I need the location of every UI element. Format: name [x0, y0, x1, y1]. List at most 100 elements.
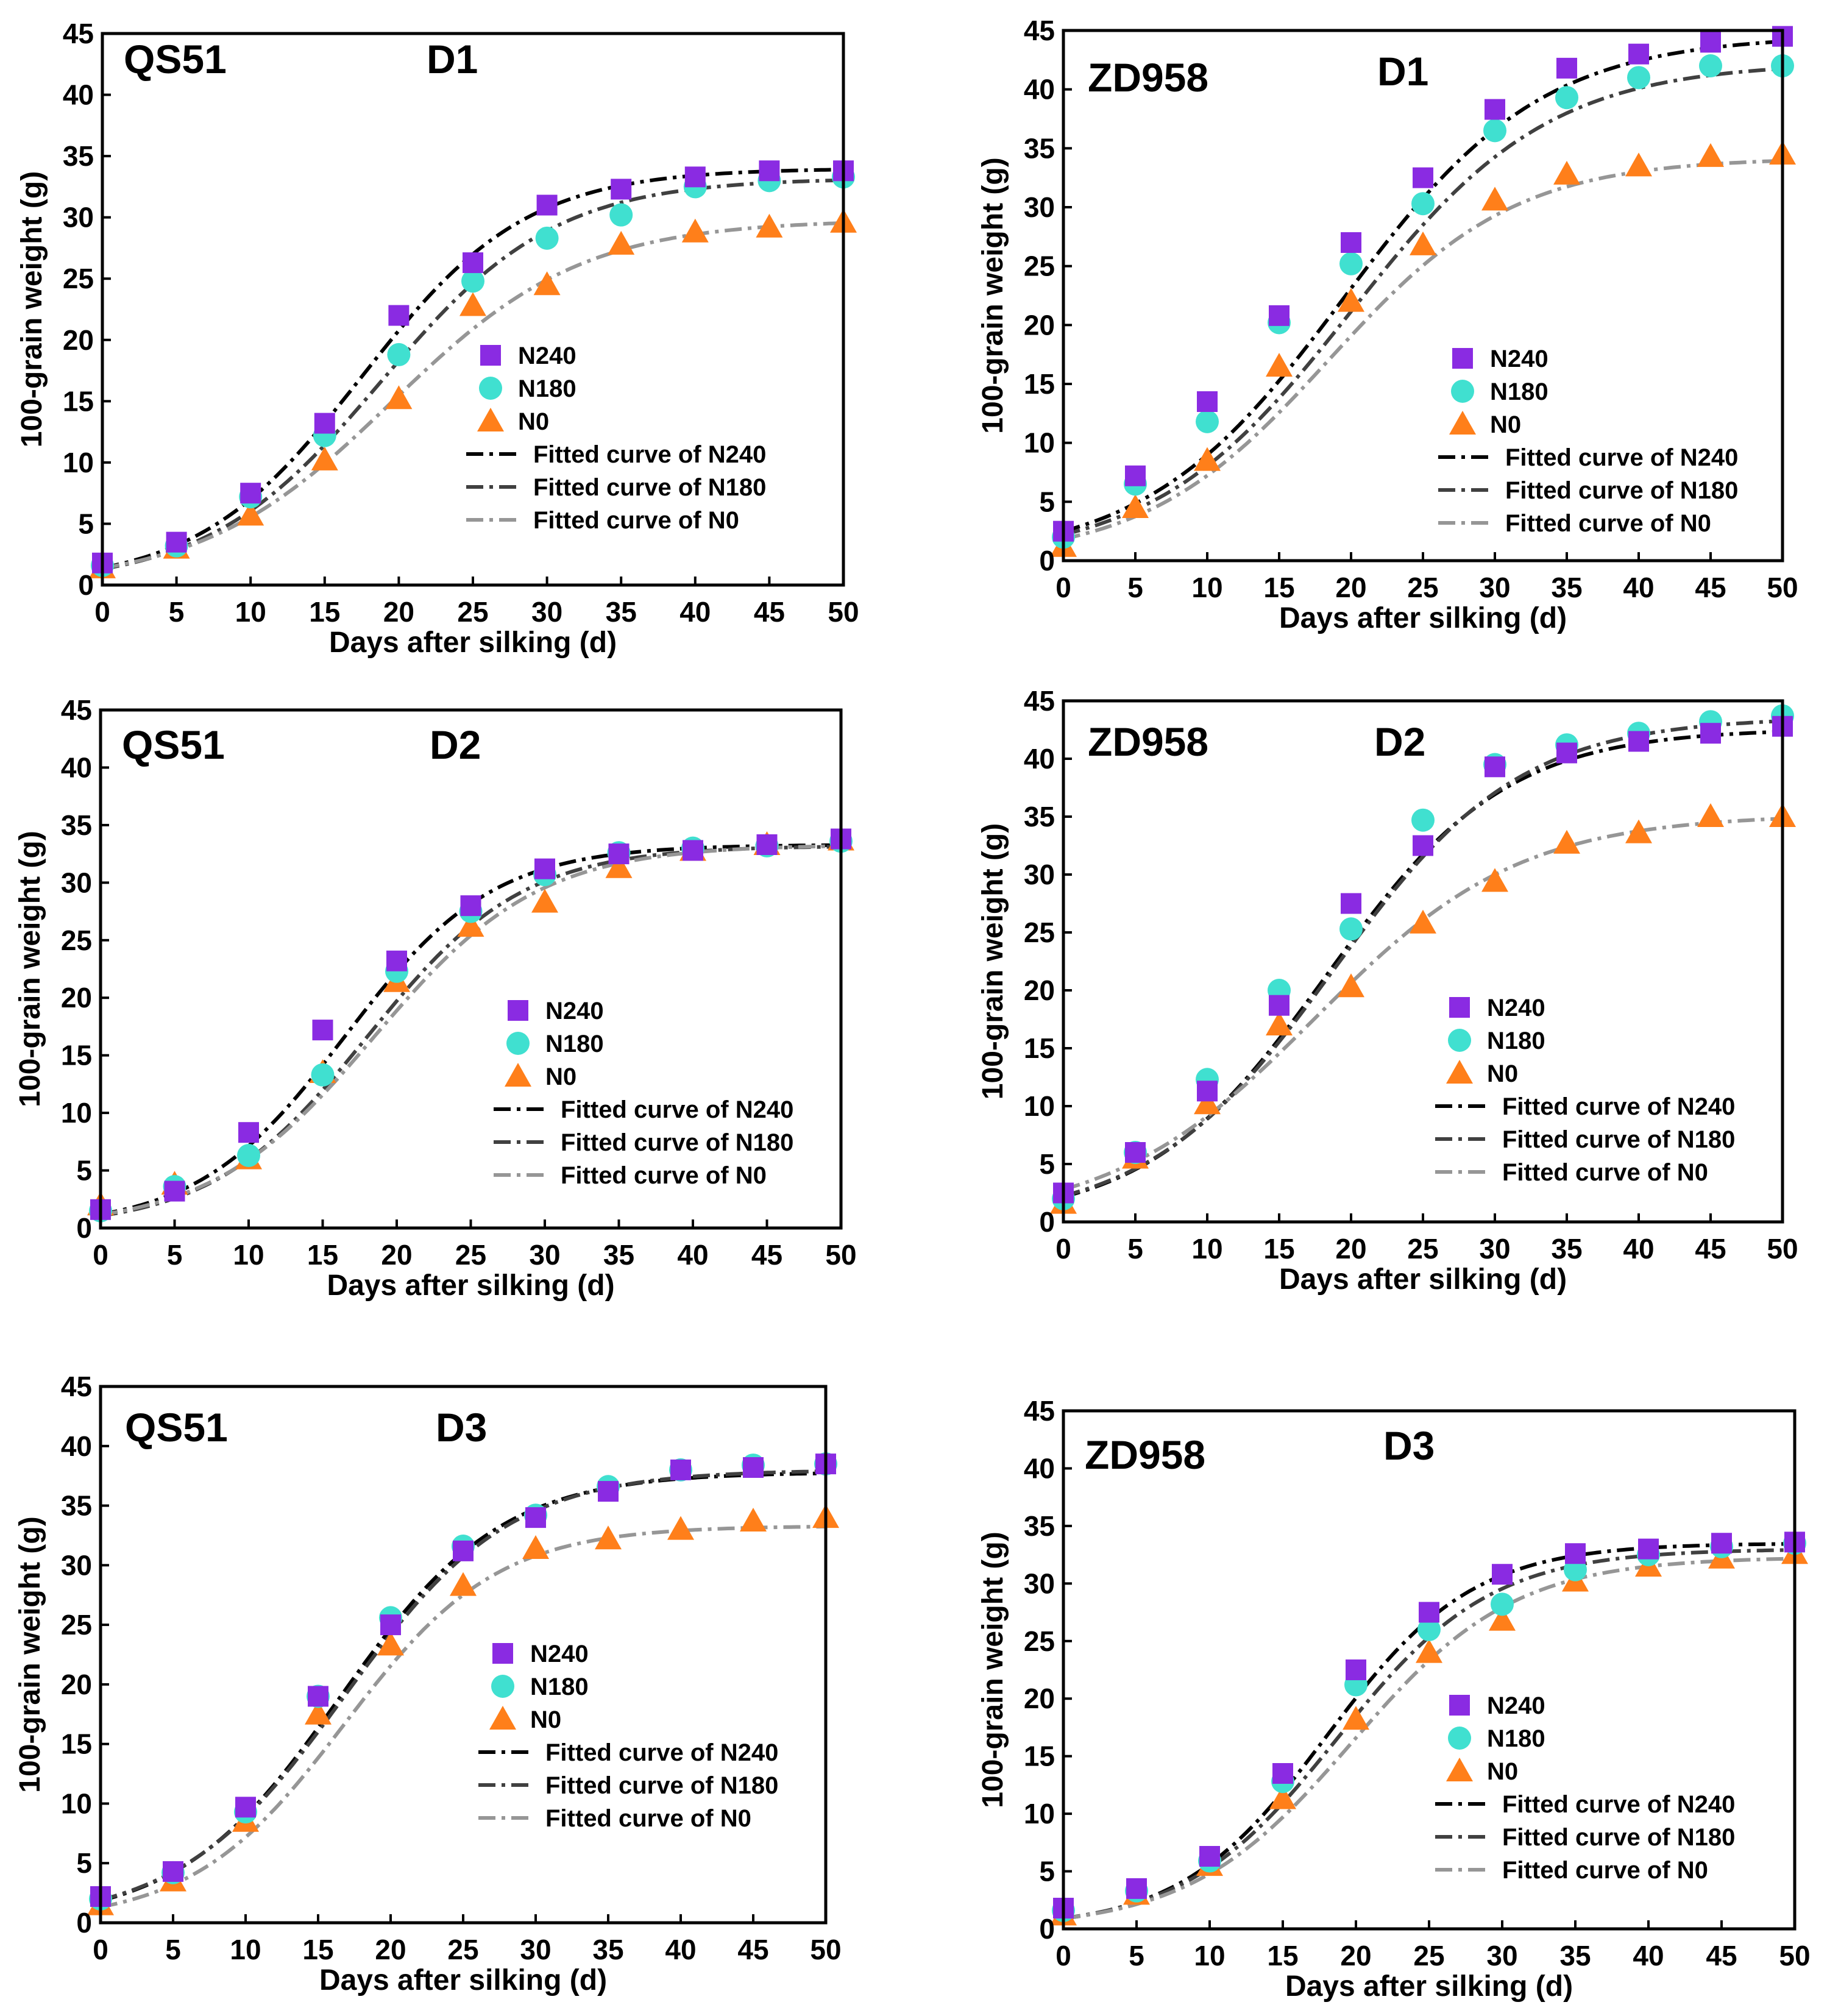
x-tick-label: 25 [1407, 1233, 1438, 1265]
fitted-curve-n180 [102, 178, 844, 571]
y-tick-label: 30 [1024, 859, 1055, 890]
y-tick-label: 10 [1024, 1798, 1055, 1830]
point-n180 [1411, 192, 1435, 216]
point-n180 [1411, 808, 1435, 832]
point-n240 [453, 1540, 474, 1561]
point-n240 [166, 531, 187, 553]
point-n240 [611, 179, 632, 200]
x-tick-label: 0 [1055, 1940, 1071, 1972]
point-n0 [1266, 353, 1293, 377]
legend-label-fit-n240: Fitted curve of N240 [1502, 1093, 1735, 1120]
point-n240 [1485, 756, 1505, 778]
x-tick-label: 20 [381, 1239, 412, 1271]
x-tick-label: 40 [677, 1239, 708, 1271]
y-tick-label: 10 [1024, 1090, 1055, 1122]
x-tick-label: 30 [520, 1934, 551, 1965]
panel-treatment-label: D3 [1383, 1423, 1435, 1468]
y-tick-label: 45 [61, 1371, 92, 1402]
point-n0 [1338, 288, 1364, 312]
point-n240 [1638, 1538, 1659, 1560]
point-n240 [1419, 1602, 1439, 1623]
y-tick-label: 25 [63, 263, 94, 294]
point-n0 [377, 1631, 404, 1656]
point-n240 [1413, 835, 1433, 856]
x-tick-label: 45 [737, 1934, 768, 1965]
legend-marker-n0 [1449, 411, 1476, 435]
y-axis-title: 100-grain weight (g) [16, 171, 48, 447]
panel-treatment-label: D2 [430, 722, 481, 767]
point-n240 [1126, 1878, 1147, 1899]
point-n0 [1410, 231, 1436, 255]
fitted-curve-n180 [1063, 719, 1783, 1198]
legend-label-fit-n180: Fitted curve of N180 [561, 1129, 793, 1156]
point-n0 [1416, 1639, 1442, 1663]
x-tick-label: 10 [1194, 1940, 1225, 1972]
y-tick-label: 25 [1024, 1625, 1055, 1657]
point-n240 [238, 1122, 259, 1143]
legend-label-n0: N0 [518, 408, 549, 435]
panel-treatment-label: D3 [436, 1405, 487, 1450]
point-n240 [314, 413, 335, 434]
x-tick-label: 10 [235, 596, 266, 628]
y-tick-label: 5 [1039, 1856, 1055, 1887]
y-tick-label: 35 [63, 140, 94, 172]
x-tick-label: 25 [1407, 572, 1438, 603]
x-tick-label: 5 [169, 596, 185, 628]
point-n240 [460, 895, 481, 917]
point-n240 [1199, 1846, 1220, 1867]
point-n180 [1555, 86, 1578, 110]
legend: N240 N180 N0 Fitted curve of N240 Fitted cur… [1438, 346, 1738, 537]
y-tick-label: 0 [1039, 545, 1055, 577]
legend-label-fit-n0: Fitted curve of N0 [533, 507, 739, 534]
point-n0 [1625, 819, 1652, 843]
legend-label-n0: N0 [530, 1706, 561, 1733]
point-n0 [740, 1507, 767, 1532]
point-n0 [1553, 160, 1580, 185]
legend-marker-n0 [1446, 1758, 1473, 1781]
legend-label-n180: N180 [530, 1673, 589, 1700]
point-n240 [1341, 893, 1361, 914]
y-tick-label: 45 [61, 694, 92, 726]
point-n180 [1483, 119, 1506, 143]
legend-label-fit-n180: Fitted curve of N180 [1502, 1824, 1735, 1851]
x-tick-label: 15 [307, 1239, 338, 1271]
point-n240 [1269, 995, 1290, 1016]
x-tick-label: 15 [1263, 572, 1294, 603]
legend-label-fit-n0: Fitted curve of N0 [1505, 510, 1711, 537]
x-tick-label: 50 [828, 596, 859, 628]
x-tick-label: 30 [529, 1239, 560, 1271]
point-n180 [1627, 66, 1650, 90]
point-n0 [1697, 803, 1724, 827]
point-n240 [308, 1686, 328, 1707]
y-tick-label: 15 [1024, 1032, 1055, 1064]
point-n180 [1491, 1592, 1514, 1616]
fitted-curve-n180 [1063, 66, 1783, 537]
point-n0 [1338, 973, 1364, 998]
x-tick-label: 50 [1767, 572, 1798, 603]
point-n240 [240, 483, 261, 504]
point-n0 [459, 292, 486, 316]
legend-marker-n240 [492, 1643, 513, 1664]
x-tick-label: 15 [302, 1934, 333, 1965]
point-n240 [235, 1797, 256, 1818]
point-n0 [756, 213, 783, 238]
x-tick-label: 50 [810, 1934, 841, 1965]
legend-label-n180: N180 [1490, 378, 1549, 405]
legend-label-fit-n240: Fitted curve of N240 [533, 441, 766, 468]
y-tick-label: 10 [61, 1097, 92, 1129]
x-axis-title: Days after silking (d) [327, 1269, 614, 1302]
y-tick-label: 40 [1024, 743, 1055, 775]
point-n180 [387, 343, 411, 366]
y-tick-label: 20 [1024, 309, 1055, 341]
legend: N240 N180 N0 Fitted curve of N240 Fitted cur… [478, 1641, 778, 1832]
x-tick-label: 50 [1767, 1233, 1798, 1265]
legend-marker-n180 [1448, 1029, 1471, 1052]
y-tick-label: 20 [61, 1669, 92, 1700]
x-tick-label: 45 [1706, 1940, 1737, 1972]
x-tick-label: 25 [447, 1934, 478, 1965]
point-n240 [534, 858, 555, 879]
x-axis-title: Days after silking (d) [1279, 602, 1567, 634]
legend-label-fit-n0: Fitted curve of N0 [1502, 1857, 1708, 1884]
point-n240 [598, 1481, 619, 1502]
